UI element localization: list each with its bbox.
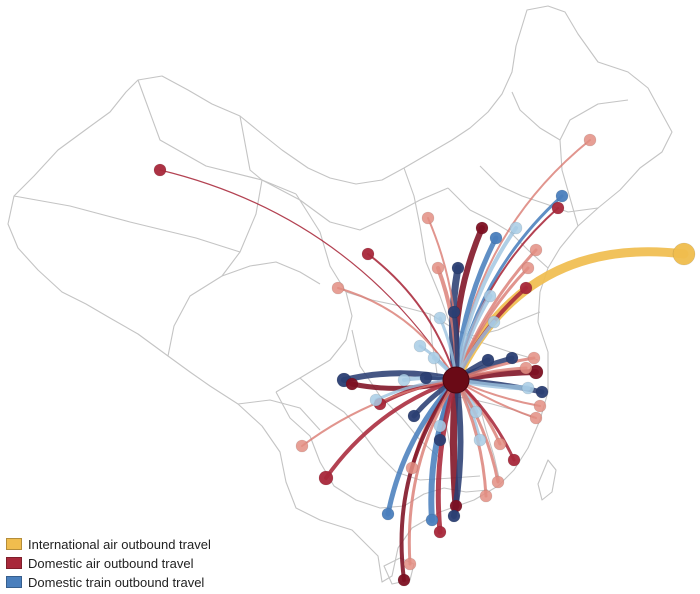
route-line <box>337 287 457 381</box>
destination-city-marker <box>403 557 417 571</box>
destination-city-marker <box>331 281 345 295</box>
destination-city-marker <box>481 353 495 367</box>
route-line <box>159 169 457 381</box>
route-line <box>407 378 458 566</box>
destination-city-marker <box>381 507 395 521</box>
province-border <box>299 377 481 481</box>
destination-city-marker <box>519 361 533 375</box>
province-border <box>511 91 561 141</box>
province-border <box>559 99 629 227</box>
destination-city-marker <box>479 489 493 503</box>
destination-city-marker <box>505 351 519 365</box>
legend-label-domestic-train: Domestic train outbound travel <box>28 574 205 590</box>
province-border <box>221 261 321 285</box>
destination-city-marker <box>519 281 533 295</box>
destination-city-marker <box>427 351 441 365</box>
destination-city-marker <box>529 243 543 257</box>
destination-city-marker <box>433 433 447 447</box>
destination-city-marker <box>489 231 503 245</box>
country-outline <box>7 5 673 583</box>
destination-city-marker <box>407 409 421 423</box>
destination-city-marker <box>447 509 461 523</box>
destination-city-marker <box>521 261 535 275</box>
destination-city-marker <box>361 247 375 261</box>
province-border <box>275 193 353 393</box>
destination-city-marker <box>535 385 549 399</box>
destination-city-marker <box>491 475 505 489</box>
legend-swatch-domestic-air <box>6 557 22 569</box>
destination-city-marker <box>487 315 501 329</box>
province-border <box>167 179 263 357</box>
destination-city-marker <box>431 261 445 275</box>
destination-city-marker <box>425 513 439 527</box>
destination-city-marker <box>551 201 565 215</box>
destination-city-marker <box>433 419 447 433</box>
destination-city-marker <box>672 242 696 266</box>
destination-city-marker <box>529 411 543 425</box>
destination-city-marker <box>397 373 411 387</box>
destination-city-marker <box>419 371 433 385</box>
legend: International air outbound travel Domest… <box>6 535 211 592</box>
legend-label-international-air: International air outbound travel <box>28 536 211 552</box>
route-line <box>324 378 458 480</box>
province-border <box>137 79 297 195</box>
province-border <box>351 329 441 459</box>
destination-city-marker <box>451 261 465 275</box>
destination-city-marker <box>473 433 487 447</box>
destination-city-marker <box>433 525 447 539</box>
legend-swatch-international-air <box>6 538 22 550</box>
destination-city-marker <box>493 437 507 451</box>
province-border <box>237 399 321 431</box>
hainan-outline <box>383 557 415 585</box>
destination-city-marker <box>583 133 597 147</box>
destination-city-marker <box>555 189 569 203</box>
destination-city-marker <box>413 339 427 353</box>
legend-label-domestic-air: Domestic air outbound travel <box>28 555 194 571</box>
destination-city-marker <box>527 351 541 365</box>
route-line <box>435 377 459 535</box>
destination-city-marker <box>397 573 411 587</box>
province-border <box>239 115 449 231</box>
destination-city-marker <box>507 453 521 467</box>
destination-city-marker <box>405 461 419 475</box>
route-line <box>367 253 457 381</box>
destination-city-marker <box>509 221 523 235</box>
route-line <box>399 378 458 582</box>
outbound-routes-layer <box>159 139 689 582</box>
destination-city-marker <box>533 399 547 413</box>
legend-item-domestic-air: Domestic air outbound travel <box>6 554 211 572</box>
destination-city-marker <box>318 470 334 486</box>
destination-city-marker <box>295 439 309 453</box>
province-border <box>479 165 599 213</box>
province-border <box>403 167 453 331</box>
china-province-borders <box>7 5 673 585</box>
destination-city-marker <box>421 211 435 225</box>
destination-city-marker <box>345 377 359 391</box>
destination-city-marker <box>433 311 447 325</box>
legend-swatch-domestic-train <box>6 576 22 588</box>
province-border <box>477 399 501 483</box>
taiwan-outline <box>537 459 557 501</box>
destination-city-marker <box>447 305 461 319</box>
province-border <box>403 487 489 507</box>
legend-item-international-air: International air outbound travel <box>6 535 211 553</box>
destination-city-marker <box>153 163 167 177</box>
destination-city-marker <box>369 393 383 407</box>
destination-cities-layer <box>153 133 696 587</box>
destination-city-marker <box>475 221 489 235</box>
destination-city-marker <box>521 381 535 395</box>
origin-hub-marker <box>442 366 470 394</box>
destination-city-marker <box>483 289 497 303</box>
province-border <box>13 195 241 253</box>
destination-city-marker <box>469 405 483 419</box>
legend-item-domestic-train: Domestic train outbound travel <box>6 573 211 591</box>
